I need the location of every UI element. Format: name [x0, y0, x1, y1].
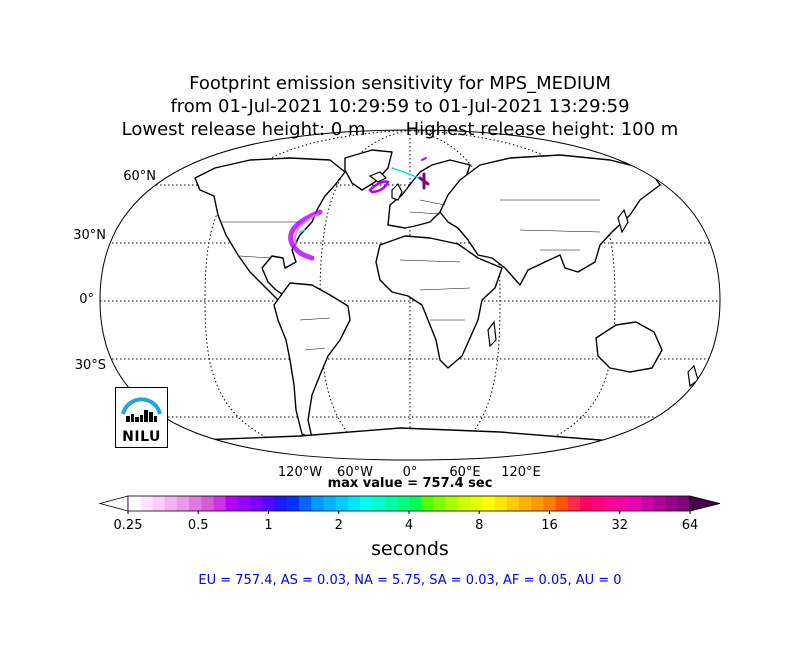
colorbar-ticks: 0.25 0.5 1 2 4 8 16 32 64 — [114, 511, 699, 533]
colorbar-swatch — [567, 496, 581, 511]
uk-island — [391, 182, 403, 201]
colorbar-swatch — [580, 496, 593, 511]
logo-skyline-icon — [126, 410, 157, 422]
colorbar-swatch — [457, 496, 471, 511]
colorbar-swatch — [347, 496, 361, 511]
colorbar-swatch — [396, 496, 410, 511]
colorbar-swatch — [360, 496, 373, 511]
map-title-line-2: from 01-Jul-2021 10:29:59 to 01-Jul-2021… — [170, 96, 630, 117]
colorbar-swatch — [494, 496, 508, 511]
colorbar-swatch — [518, 496, 532, 511]
iceland-island — [368, 171, 388, 183]
colorbar-swatch — [445, 496, 459, 511]
colorbar-swatch — [433, 496, 446, 511]
colorbar-tick-label: 16 — [541, 518, 558, 533]
colorbar-swatch — [311, 496, 324, 511]
colorbar-swatch — [189, 496, 202, 511]
lon-label-0: 0° — [403, 465, 418, 480]
colorbar-swatch — [665, 496, 679, 511]
greenland — [344, 149, 393, 191]
colorbar-swatch — [225, 496, 239, 511]
lon-label-120w: 120°W — [278, 465, 322, 480]
colorbar-swatch — [262, 496, 275, 511]
colorbar-swatch — [653, 496, 666, 511]
colorbar-swatch — [421, 496, 434, 511]
colorbar-extend-max — [689, 495, 721, 512]
plume-atlantic — [368, 180, 390, 194]
country-borders — [222, 199, 601, 351]
plume-na — [288, 209, 323, 261]
lat-label-30n: 30°N — [73, 228, 106, 243]
colorbar-swatch — [176, 496, 190, 511]
lat-label-60n: 60°N — [123, 169, 156, 184]
logo-arc-icon — [121, 397, 162, 415]
colorbar-swatch — [604, 496, 617, 511]
colorbar-swatch — [384, 496, 398, 511]
colorbar-swatch — [555, 496, 569, 511]
colorbar-swatch — [299, 496, 312, 511]
colorbar-swatch — [641, 496, 654, 511]
lat-label-equator: 0° — [79, 292, 94, 307]
lon-label-120e: 120°E — [501, 465, 541, 480]
colorbar-swatch — [628, 496, 642, 511]
colorbar-extend-min — [98, 495, 129, 512]
colorbar-swatch — [409, 496, 422, 511]
colorbar-swatch — [286, 496, 300, 511]
colorbar-tick-label: 0.25 — [114, 518, 143, 533]
colorbar-swatch — [592, 496, 605, 511]
plume-source — [418, 172, 430, 190]
colorbar-swatch — [335, 496, 349, 511]
japan-island — [617, 208, 629, 234]
colorbar-swatch — [482, 496, 495, 511]
globe-outline — [99, 129, 721, 461]
lon-label-60w: 60°W — [337, 465, 373, 480]
colorbar-swatch — [164, 496, 178, 511]
australia — [595, 321, 663, 373]
colorbar-swatch — [323, 496, 336, 511]
antarctica — [100, 427, 720, 460]
colorbar-swatch — [250, 496, 263, 511]
colorbar-tick-label: 4 — [405, 518, 413, 533]
colorbar-swatch — [531, 496, 544, 511]
colorbar-tick-label: 1 — [264, 518, 272, 533]
colorbar-swatch — [128, 496, 141, 511]
south-america — [273, 282, 351, 439]
lon-label-60e: 60°E — [449, 465, 480, 480]
colorbar-swatch — [213, 496, 227, 511]
colorbar-swatch — [140, 496, 153, 511]
colorbar-tick-label: 0.5 — [188, 518, 209, 533]
north-america — [194, 157, 346, 301]
colorbar-swatch — [543, 496, 556, 511]
colorbar-swatch — [201, 496, 214, 511]
europe — [387, 159, 471, 229]
colorbar — [98, 495, 721, 512]
nilu-logo: NILU — [115, 387, 168, 448]
colorbar-swatch — [470, 496, 483, 511]
max-value-label: max value = 757.4 sec — [327, 476, 493, 491]
islands — [368, 171, 699, 388]
colorbar-tick-label: 8 — [475, 518, 483, 533]
region-stats: EU = 757.4, AS = 0.03, NA = 5.75, SA = 0… — [198, 573, 622, 588]
colorbar-swatch — [274, 496, 288, 511]
colorbar-swatch — [152, 496, 165, 511]
lat-label-30s: 30°S — [75, 358, 106, 373]
colorbar-label: seconds — [371, 538, 449, 560]
footprint-plume — [288, 157, 430, 261]
colorbar-swatch — [506, 496, 520, 511]
madagascar-island — [487, 320, 497, 348]
logo-text: NILU — [122, 429, 161, 445]
colorbar-tick-label: 32 — [611, 518, 628, 533]
colorbar-swatch — [616, 496, 630, 511]
colorbar-tick-label: 64 — [682, 518, 699, 533]
africa — [375, 235, 503, 369]
meridian-60e — [409, 130, 501, 460]
colorbar-tick-label: 2 — [335, 518, 343, 533]
colorbar-swatch — [677, 496, 691, 511]
colorbar-swatch — [372, 496, 385, 511]
asia — [439, 154, 661, 286]
colorbar-swatch — [237, 496, 251, 511]
map-title-line-1: Footprint emission sensitivity for MPS_M… — [189, 73, 611, 94]
